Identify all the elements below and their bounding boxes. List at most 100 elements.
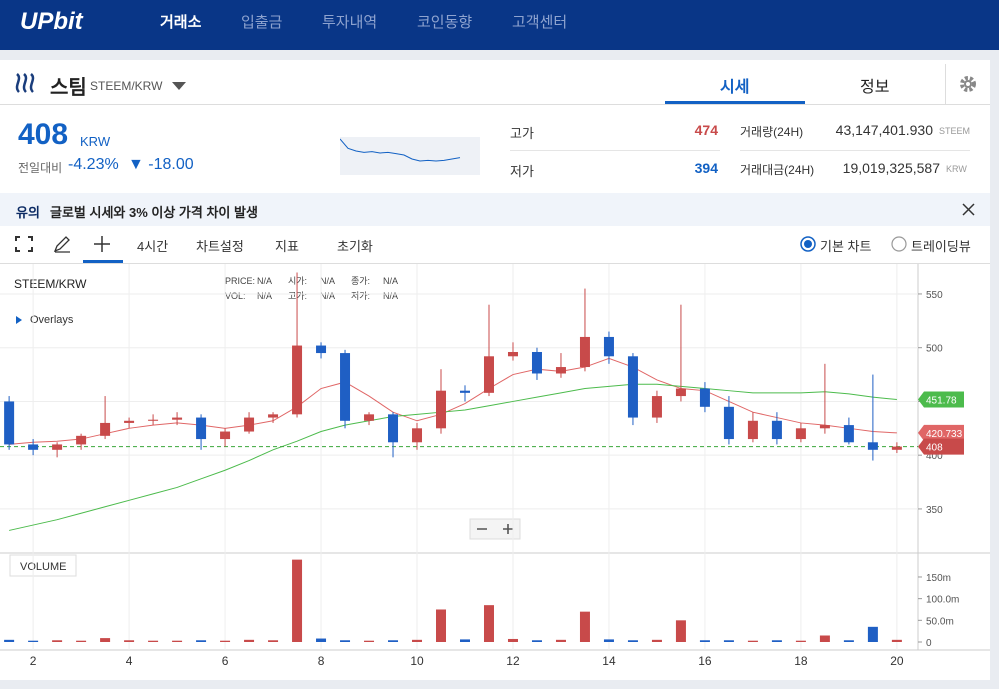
- volume-bar: [723, 640, 734, 642]
- y-tick-label: 0: [926, 638, 932, 649]
- info-value: N/A: [257, 291, 272, 301]
- candle-body: [436, 390, 447, 429]
- draw[interactable]: [53, 235, 71, 253]
- radio-off[interactable]: [891, 236, 907, 252]
- volume-bar: [795, 640, 806, 642]
- top-bar: UPbit 거래소 입출금 투자내역 코인동향 고객센터: [0, 0, 999, 50]
- toolbar-item[interactable]: 차트설정: [196, 239, 244, 254]
- radio-on[interactable]: [800, 236, 816, 252]
- candle-body: [28, 444, 39, 450]
- volume-bar: [316, 638, 327, 642]
- candle-body: [723, 406, 734, 440]
- volume-bar: [771, 640, 782, 642]
- volume-bar: [340, 640, 351, 642]
- volume-bar: [100, 638, 111, 642]
- info-label: 저가:: [351, 291, 370, 301]
- candle-body: [483, 356, 494, 393]
- overlays[interactable]: Overlays: [30, 314, 74, 326]
- volume-bar: [579, 611, 590, 642]
- nav-item[interactable]: 고객센터: [512, 14, 568, 31]
- radio-label[interactable]: 기본 차트: [820, 239, 872, 254]
- divider: [945, 64, 946, 104]
- volume-bar: [388, 640, 399, 642]
- price-tag: [918, 391, 964, 408]
- overlay-arrow: [16, 316, 22, 324]
- price-unit: KRW: [80, 134, 111, 149]
- nav-item[interactable]: 거래소: [160, 14, 202, 31]
- info-label: PRICE:: [225, 276, 255, 286]
- candle-body: [555, 367, 566, 374]
- volume-bar: [507, 638, 518, 642]
- notice-tag: 유의: [16, 205, 40, 220]
- x-tick-label: 16: [698, 654, 712, 668]
- price-tag-label: 408: [926, 443, 943, 454]
- candle-body: [795, 428, 806, 440]
- x-tick-label: 14: [602, 654, 616, 668]
- candle-body: [4, 401, 15, 445]
- candle-body: [675, 388, 686, 397]
- info-value: N/A: [383, 291, 398, 301]
- close[interactable]: [962, 203, 975, 216]
- info-label: VOL:: [225, 291, 246, 301]
- x-tick-label: 20: [890, 654, 904, 668]
- dropdown[interactable]: [172, 82, 186, 90]
- toolbar-item[interactable]: 초기화: [337, 239, 373, 254]
- y-tick-label: 150m: [926, 573, 951, 584]
- candle-body: [52, 444, 63, 450]
- tab[interactable]: 정보: [860, 79, 890, 96]
- volume-bar: [436, 609, 447, 642]
- candlestick-chart: STEEM/KRW Overlays VOLUME PRICE:N/A시가:N/…: [0, 264, 990, 668]
- volume-box: [9, 554, 77, 577]
- chart-title: STEEM/KRW: [14, 277, 87, 291]
- x-tick-label: 6: [222, 654, 229, 668]
- nav-item[interactable]: 투자내역: [322, 14, 378, 31]
- y-tick-label: 500: [926, 344, 943, 355]
- zoom-buttons[interactable]: [477, 524, 513, 534]
- toolbar-item[interactable]: 4시간: [137, 239, 169, 254]
- change-amt: ▼ -18.00: [128, 156, 194, 173]
- x-tick-label: 10: [410, 654, 424, 668]
- candle-body: [268, 414, 279, 418]
- stat-label: 고가: [510, 126, 534, 141]
- nav-item[interactable]: 입출금: [241, 14, 283, 31]
- candle-body: [196, 417, 207, 440]
- fullscreen[interactable]: [15, 236, 33, 252]
- coin-icon: [15, 73, 35, 93]
- candle-body: [651, 396, 662, 418]
- candle-body: [507, 351, 518, 357]
- volume-bar: [124, 640, 135, 642]
- candle-body: [364, 414, 375, 421]
- volume-bar: [220, 640, 231, 642]
- price-tag-label: 451.78: [926, 396, 957, 407]
- tab[interactable]: 시세: [720, 79, 750, 96]
- coin-pair: STEEM/KRW: [90, 79, 163, 93]
- divider: [0, 263, 990, 264]
- stat-unit: KRW: [946, 164, 967, 174]
- tool-underline: [83, 260, 123, 263]
- moving-average: [9, 383, 897, 531]
- x-tick-label: 12: [506, 654, 520, 668]
- nav-item[interactable]: 코인동향: [417, 14, 473, 31]
- stat-value: 394: [694, 160, 718, 176]
- toolbar-item[interactable]: 지표: [275, 239, 299, 254]
- y-tick-label: 50.0m: [926, 616, 954, 627]
- volume-bar: [148, 640, 159, 642]
- candle-body: [244, 417, 255, 432]
- info-value: N/A: [383, 276, 398, 286]
- tab-underline: [665, 101, 805, 104]
- settings[interactable]: [959, 75, 977, 93]
- candle-body: [771, 420, 782, 440]
- radio-label[interactable]: 트레이딩뷰: [911, 239, 971, 254]
- logo[interactable]: UPbit: [20, 8, 83, 35]
- divider: [510, 150, 720, 151]
- x-tick-label: 18: [794, 654, 808, 668]
- candle-body: [76, 435, 87, 445]
- crosshair[interactable]: [93, 235, 111, 253]
- candle-body: [891, 446, 902, 450]
- candle-body: [579, 336, 590, 368]
- candle-body: [867, 442, 878, 450]
- candle-body: [100, 422, 111, 436]
- divider: [740, 150, 970, 151]
- volume-bar: [843, 640, 854, 642]
